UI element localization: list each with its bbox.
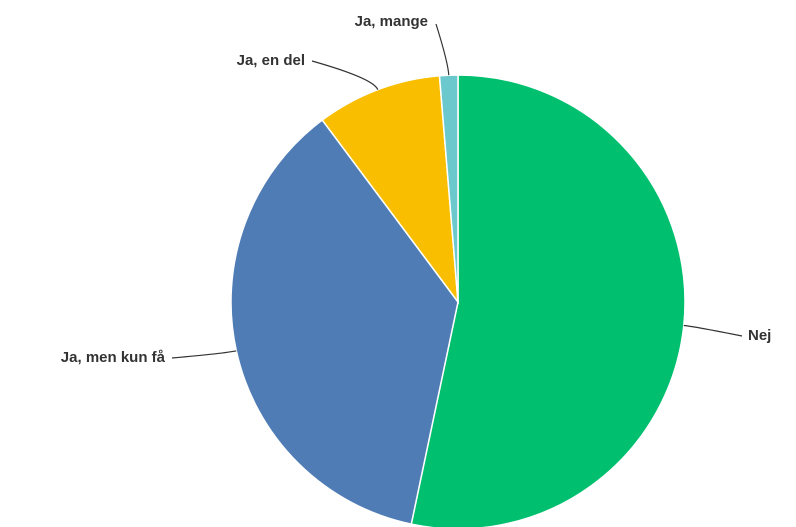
slice-label: Ja, en del	[237, 52, 305, 69]
leader-line	[311, 60, 379, 90]
slice-label: Ja, mange	[355, 13, 428, 30]
slice-label: Nej	[748, 327, 771, 344]
slice-label: Ja, men kun få	[61, 349, 166, 366]
pie-slice	[321, 74, 459, 305]
leader-line	[171, 350, 237, 359]
leader-line	[435, 23, 450, 76]
pie-slice	[410, 74, 686, 527]
leader-line	[683, 324, 743, 337]
